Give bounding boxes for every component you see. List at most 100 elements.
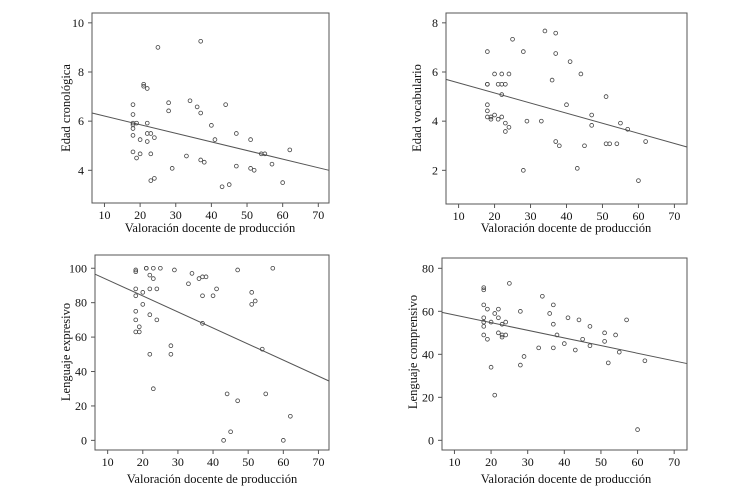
x-tick-label: 20 (137, 455, 149, 469)
data-point (539, 118, 544, 124)
data-point (496, 306, 501, 312)
data-point (234, 131, 239, 136)
y-tick-label: 60 (422, 304, 434, 318)
data-point (510, 37, 515, 42)
x-tick-label: 30 (525, 209, 537, 223)
data-point (565, 315, 571, 321)
panel-edad-vocabulario: Valoración docente de producción Edad vo… (410, 12, 688, 235)
data-point (488, 114, 494, 120)
data-point (136, 324, 142, 330)
y-tick-label: 40 (422, 347, 434, 361)
data-point (168, 343, 174, 349)
x-tick-label: 50 (596, 209, 608, 223)
data-point (481, 302, 487, 308)
y-axis-label: Lenguaje comprensivo (406, 295, 420, 409)
regression-line (445, 78, 688, 148)
x-tick-label: 40 (558, 455, 570, 469)
data-point (136, 329, 142, 335)
data-point (582, 143, 587, 149)
data-point (130, 102, 136, 107)
data-point (249, 290, 255, 295)
x-tick-label: 60 (277, 208, 289, 222)
data-point (551, 302, 556, 308)
data-point (148, 178, 154, 183)
data-point (147, 286, 153, 292)
data-point (252, 298, 258, 304)
x-tick-label: 10 (102, 455, 114, 469)
x-tick-label: 10 (453, 209, 465, 223)
data-point (488, 116, 494, 122)
data-point (133, 317, 139, 323)
data-point (144, 86, 150, 91)
data-point (223, 102, 228, 107)
y-tick-label: 2 (432, 163, 438, 177)
data-point (481, 319, 487, 325)
data-point (499, 334, 505, 340)
data-point (492, 71, 497, 77)
data-point (134, 155, 139, 161)
y-tick-label: 4 (78, 163, 84, 177)
data-point (518, 309, 523, 314)
data-point (554, 332, 560, 338)
data-point (214, 286, 219, 292)
data-point (187, 98, 193, 104)
x-axis-label: Valoración docente de producción (481, 221, 652, 235)
data-point (166, 100, 171, 106)
plot-frame (441, 257, 688, 451)
data-point (234, 163, 239, 169)
data-point (485, 81, 490, 87)
data-point (499, 321, 505, 327)
y-tick-label: 10 (72, 16, 84, 30)
data-point (551, 345, 556, 351)
y-tick-label: 80 (422, 261, 434, 275)
y-tick-label: 20 (422, 390, 434, 404)
data-point (201, 159, 207, 165)
data-point (481, 324, 487, 329)
data-point (130, 149, 136, 155)
data-point (147, 352, 153, 357)
data-point (151, 276, 156, 281)
x-tick-label: 60 (632, 209, 644, 223)
y-tick-label: 80 (75, 296, 87, 310)
data-point (189, 271, 195, 276)
data-point (196, 276, 202, 281)
x-tick-label: 20 (134, 208, 146, 222)
data-point (602, 339, 607, 344)
x-axis-label: Valoración docente de producción (127, 472, 298, 486)
data-point (141, 83, 146, 89)
data-point (168, 352, 174, 357)
data-point (521, 168, 526, 173)
panel-lenguaje-comprensivo: Valoración docente de producción Lenguaj… (406, 257, 688, 486)
data-point (503, 332, 509, 338)
data-point (280, 180, 285, 185)
data-point (636, 178, 641, 183)
plot-frame (91, 12, 330, 204)
data-point (481, 315, 487, 321)
data-point (194, 104, 200, 110)
data-point (130, 126, 136, 131)
data-point (488, 364, 494, 370)
data-point (553, 51, 559, 56)
data-point (269, 161, 275, 167)
data-point (144, 120, 150, 126)
x-tick-label: 20 (489, 209, 501, 223)
data-point (203, 274, 209, 280)
data-point (287, 147, 293, 153)
x-tick-label: 70 (312, 208, 324, 222)
data-point (587, 324, 593, 329)
regression-line (91, 112, 330, 171)
data-point (616, 349, 622, 355)
data-point (143, 265, 149, 271)
data-point (200, 321, 205, 326)
data-point (553, 30, 559, 36)
data-point (212, 137, 218, 142)
data-point (492, 112, 497, 118)
data-point (144, 139, 150, 144)
data-point (248, 137, 253, 142)
y-tick-label: 0 (81, 433, 87, 447)
data-point (141, 81, 146, 87)
y-axis-label: Edad vocabulario (410, 64, 424, 152)
data-point (499, 92, 505, 97)
x-tick-label: 30 (172, 455, 184, 469)
data-point (521, 354, 527, 359)
